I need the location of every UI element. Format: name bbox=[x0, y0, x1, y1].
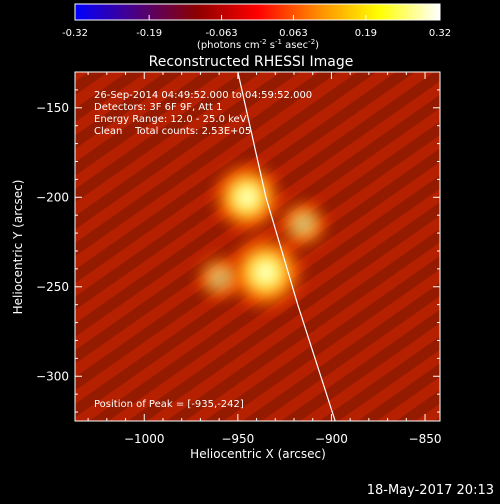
x-tick-label: −950 bbox=[221, 432, 254, 446]
plot-frame bbox=[74, 71, 441, 422]
rhessi-image bbox=[74, 71, 441, 422]
info-line: Detectors: 3F 6F 9F, Att 1 bbox=[94, 102, 222, 113]
colorbar-tick-label: 0.32 bbox=[429, 28, 451, 39]
emission-source bbox=[192, 251, 246, 305]
y-tick-label: −200 bbox=[36, 190, 69, 204]
peak-position-label: Position of Peak = [-935,-242] bbox=[94, 399, 244, 410]
colorbar-gradient bbox=[75, 4, 440, 20]
x-tick-label: −900 bbox=[315, 432, 348, 446]
colorbar-ticks: -0.32 -0.19 -0.063 0.063 0.19 0.32 bbox=[62, 3, 451, 39]
info-line: 26-Sep-2014 04:49:52.000 to 04:59:52.000 bbox=[94, 90, 312, 101]
emission-sources bbox=[192, 158, 332, 315]
y-tick-label: −250 bbox=[36, 280, 69, 294]
colorbar-tick-label: 0.19 bbox=[355, 28, 377, 39]
info-line: Clean Total counts: 2.53E+05 bbox=[94, 126, 251, 137]
x-axis: −1000 −950 −900 −850 bbox=[87, 72, 442, 446]
colorbar: -0.32 -0.19 -0.063 0.063 0.19 0.32 (photons c… bbox=[62, 3, 451, 51]
y-axis-label: Heliocentric Y (arcsec) bbox=[11, 180, 25, 315]
x-axis-label: Heliocentric X (arcsec) bbox=[190, 447, 326, 461]
y-axis: −150 −200 −250 −300 bbox=[36, 89, 440, 413]
colorbar-tick-label: -0.32 bbox=[62, 28, 88, 39]
colorbar-units: (photons cm-2 s-1 asec-2) bbox=[197, 38, 319, 51]
emission-source bbox=[208, 158, 286, 236]
footer-timestamp: 18-May-2017 20:13 bbox=[367, 483, 494, 498]
observation-info: 26-Sep-2014 04:49:52.000 to 04:59:52.000… bbox=[94, 90, 312, 137]
colorbar-frame bbox=[74, 3, 441, 21]
emission-source bbox=[223, 230, 308, 315]
solar-limb-line bbox=[237, 72, 336, 421]
x-tick-label: −1000 bbox=[124, 432, 165, 446]
y-tick-label: −150 bbox=[36, 101, 69, 115]
y-tick-label: −300 bbox=[36, 369, 69, 383]
colorbar-tick-label: 0.063 bbox=[279, 28, 308, 39]
plot-title: Reconstructed RHESSI Image bbox=[149, 54, 354, 70]
x-tick-label: −850 bbox=[409, 432, 442, 446]
emission-source bbox=[275, 196, 332, 252]
info-line: Energy Range: 12.0 - 25.0 keV bbox=[94, 114, 247, 125]
colorbar-tick-label: -0.19 bbox=[136, 28, 162, 39]
colorbar-tick-label: -0.063 bbox=[205, 28, 237, 39]
